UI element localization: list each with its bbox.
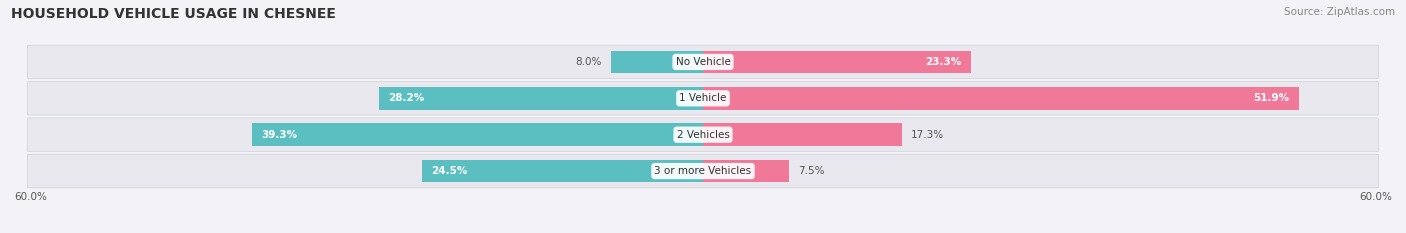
Text: 3 or more Vehicles: 3 or more Vehicles [654,166,752,176]
Bar [612,51,703,73]
Bar [703,123,901,146]
Bar [703,87,1299,110]
Bar [703,160,789,182]
FancyBboxPatch shape [27,82,1379,115]
Text: 24.5%: 24.5% [430,166,467,176]
Text: 1 Vehicle: 1 Vehicle [679,93,727,103]
Text: 60.0%: 60.0% [1360,192,1392,202]
FancyBboxPatch shape [27,118,1379,151]
Text: Source: ZipAtlas.com: Source: ZipAtlas.com [1284,7,1395,17]
Text: HOUSEHOLD VEHICLE USAGE IN CHESNEE: HOUSEHOLD VEHICLE USAGE IN CHESNEE [11,7,336,21]
Bar [703,51,970,73]
Text: 17.3%: 17.3% [911,130,943,140]
FancyBboxPatch shape [27,45,1379,79]
Text: 8.0%: 8.0% [575,57,602,67]
Bar [252,123,703,146]
Text: 28.2%: 28.2% [388,93,425,103]
Text: 2 Vehicles: 2 Vehicles [676,130,730,140]
Text: No Vehicle: No Vehicle [675,57,731,67]
Text: 51.9%: 51.9% [1254,93,1289,103]
Bar [380,87,703,110]
Bar [422,160,703,182]
Text: 7.5%: 7.5% [799,166,825,176]
Text: 60.0%: 60.0% [14,192,46,202]
Text: 39.3%: 39.3% [262,130,297,140]
FancyBboxPatch shape [27,154,1379,188]
Text: 23.3%: 23.3% [925,57,962,67]
